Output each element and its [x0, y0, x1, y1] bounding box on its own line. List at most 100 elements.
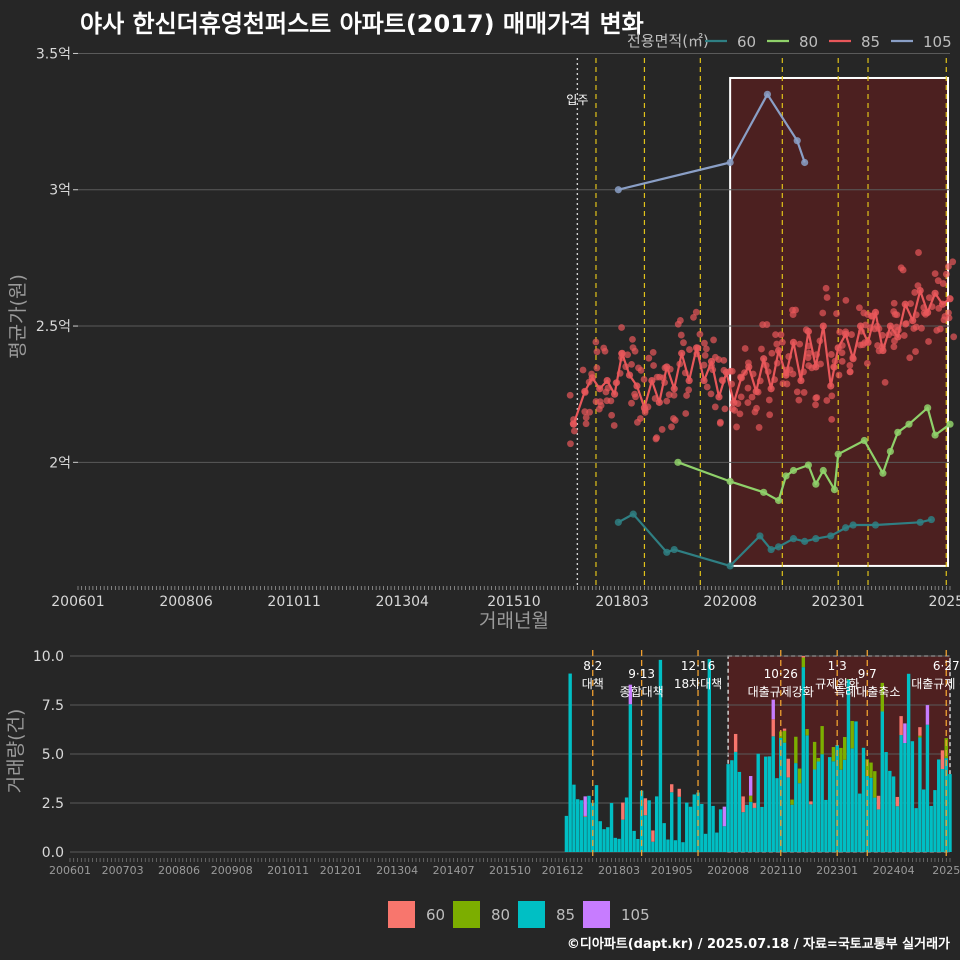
x-tick-label: 201011 — [267, 594, 320, 610]
point-60 — [629, 510, 637, 518]
point-85 — [765, 396, 773, 404]
bottom-y-tick-label: 5.0 — [42, 747, 64, 763]
point-85 — [838, 349, 846, 357]
point-85 — [625, 371, 634, 379]
point-60 — [927, 515, 935, 524]
point-85 — [700, 361, 708, 369]
highlight-box — [729, 76, 950, 567]
point-85 — [703, 383, 711, 391]
x-axis-title: 거래년월 — [479, 610, 549, 632]
volume-bar-80 — [820, 726, 824, 755]
volume-bar-85 — [873, 797, 877, 852]
point-85 — [836, 328, 844, 336]
bottom-x-tick-label: 201011 — [267, 864, 309, 877]
point-85 — [722, 368, 731, 376]
volume-bar-85 — [643, 815, 648, 852]
point-60 — [756, 532, 764, 540]
point-85 — [588, 374, 596, 382]
point-85 — [690, 313, 697, 321]
point-85 — [793, 388, 801, 396]
legend-label-85: 85 — [861, 33, 880, 51]
point-80 — [789, 466, 798, 475]
bottom-legend-key-85 — [518, 901, 545, 928]
point-85 — [721, 405, 729, 413]
event-date: 9·7 — [858, 667, 877, 681]
point-85 — [682, 410, 690, 417]
point-85 — [711, 403, 719, 411]
point-85 — [912, 348, 919, 355]
legend-title: 전용면적(㎡) — [627, 32, 709, 50]
volume-bar-85 — [899, 735, 903, 852]
point-80 — [782, 472, 790, 480]
point-85 — [715, 393, 723, 401]
event-date: 6·27 — [933, 659, 960, 673]
volume-bar-85 — [906, 673, 911, 852]
x-tick-label: 2025 — [928, 594, 960, 610]
point-80 — [760, 488, 768, 496]
volume-bar-85 — [564, 815, 569, 852]
point-85 — [752, 387, 760, 396]
volume-bar-85 — [921, 789, 926, 852]
point-85 — [900, 332, 908, 339]
volume-bar-60 — [621, 802, 625, 820]
volume-bar-85 — [748, 801, 753, 852]
point-85 — [567, 440, 574, 448]
point-85 — [848, 331, 855, 338]
point-105 — [763, 90, 772, 98]
point-85 — [618, 324, 625, 331]
volume-bar-60 — [771, 719, 775, 737]
point-85 — [701, 339, 708, 347]
bottom-legend-label-60: 60 — [426, 906, 445, 924]
bottom-x-tick-label: 201201 — [320, 864, 362, 877]
volume-bar-85 — [688, 806, 693, 852]
point-85 — [745, 363, 753, 371]
volume-bar-105 — [925, 705, 930, 725]
point-85 — [828, 415, 836, 423]
point-85 — [728, 367, 736, 375]
volume-bar-60 — [899, 716, 903, 736]
bottom-legend-label-80: 80 — [491, 906, 510, 924]
volume-bar-85 — [918, 737, 922, 852]
point-80 — [726, 477, 734, 486]
volume-bar-60 — [876, 795, 881, 810]
point-85 — [696, 330, 704, 338]
bottom-x-tick-label: 201304 — [376, 864, 418, 877]
point-85 — [650, 362, 657, 369]
volume-bar-60 — [940, 750, 945, 770]
point-85 — [812, 401, 819, 409]
bottom-x-tick-label: 2025 — [932, 864, 960, 877]
point-85 — [640, 376, 648, 383]
volume-bar-60 — [786, 758, 790, 778]
point-85 — [607, 397, 615, 405]
point-85 — [628, 360, 635, 368]
volume-bar-85 — [632, 830, 636, 852]
point-85 — [663, 397, 671, 405]
volume-bar-85 — [647, 800, 651, 852]
point-80 — [834, 450, 842, 458]
bottom-x-tick-label: 202110 — [760, 864, 802, 877]
volume-bar-80 — [869, 762, 873, 778]
point-85 — [701, 352, 709, 359]
point-85 — [685, 386, 693, 394]
point-85 — [631, 347, 639, 355]
event-label: 종합대책 — [620, 684, 664, 699]
volume-bar-85 — [760, 806, 764, 852]
point-85 — [916, 287, 924, 295]
point-85 — [925, 338, 932, 345]
volume-bar-85 — [854, 721, 858, 852]
event-label: 18차대책 — [674, 676, 722, 691]
point-80 — [894, 428, 902, 436]
point-60 — [827, 532, 835, 540]
x-tick-label: 201304 — [375, 594, 429, 610]
bottom-x-tick-label: 200703 — [102, 864, 144, 877]
volume-bar-85 — [602, 829, 606, 852]
point-85 — [715, 356, 723, 363]
point-85 — [748, 393, 756, 401]
volume-bar-60 — [801, 656, 806, 658]
point-85 — [624, 351, 632, 359]
volume-bar-85 — [692, 794, 696, 852]
point-85 — [683, 392, 690, 399]
point-85 — [766, 411, 774, 419]
volume-bar-85 — [809, 804, 813, 852]
